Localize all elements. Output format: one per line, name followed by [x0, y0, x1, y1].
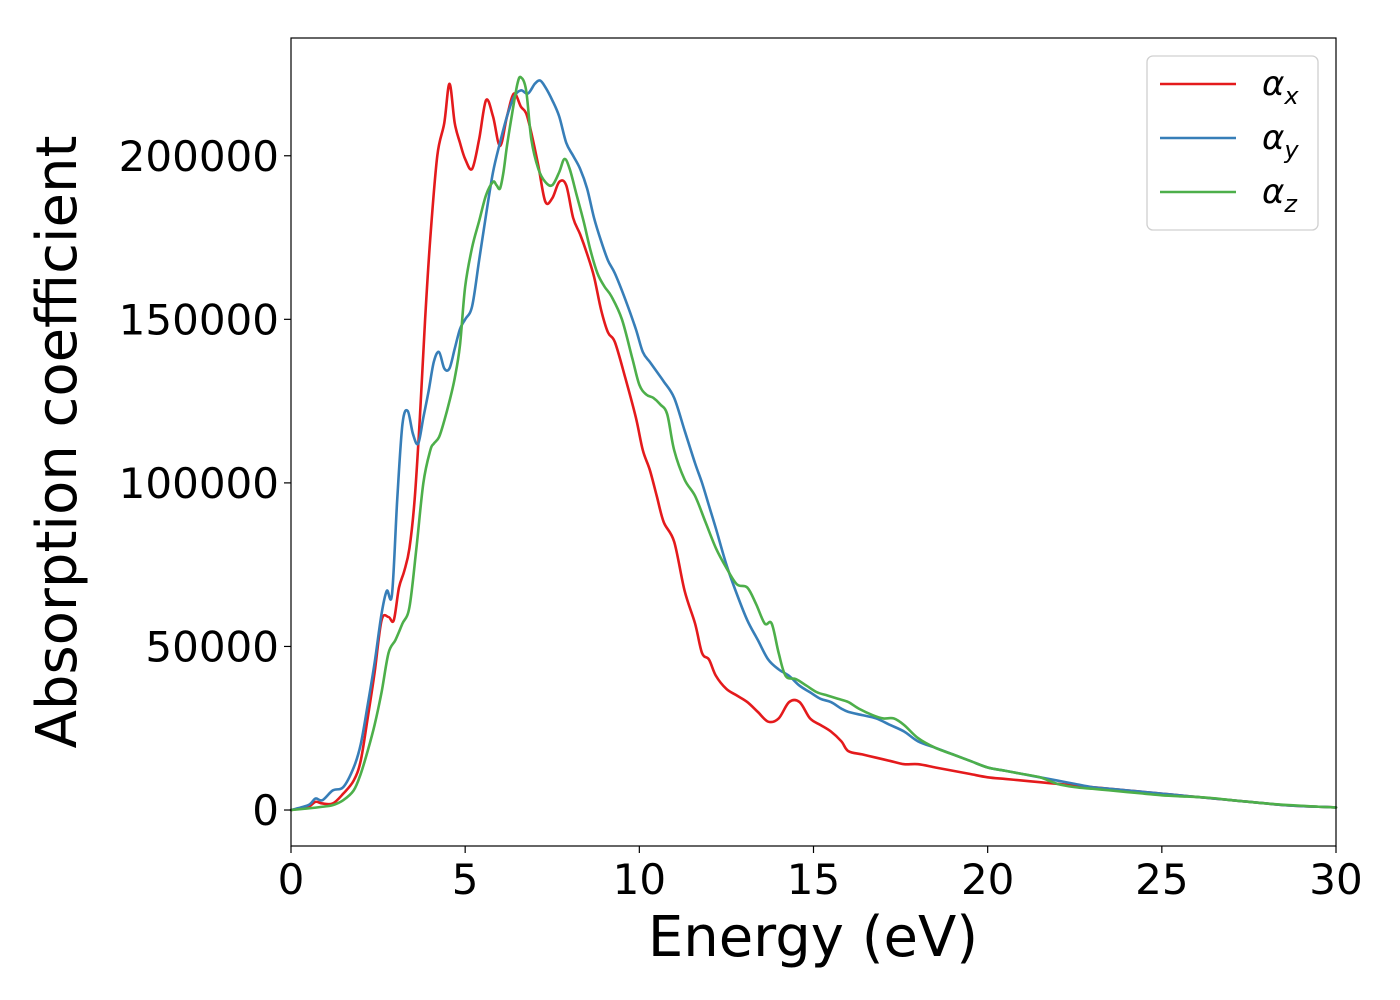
x-axis-label: Energy (eV) [648, 905, 978, 970]
legend-label-base: α [1262, 172, 1284, 212]
legend-label-subscript: x [1283, 82, 1299, 110]
y-axis-ticks: 0 50000 100000 150000 200000 [119, 132, 291, 835]
series-line-z [289, 75, 1338, 812]
y-tick-label: 0 [252, 786, 279, 835]
legend-label-x: αx [1262, 64, 1299, 110]
series-line-x [289, 82, 1338, 812]
x-tick-label: 20 [961, 855, 1014, 904]
x-tick-label: 10 [613, 855, 666, 904]
series-layer [289, 75, 1338, 812]
x-tick-label: 5 [452, 855, 479, 904]
x-tick-label: 30 [1309, 855, 1362, 904]
y-axis-label: Absorption coefficient [25, 136, 90, 749]
legend-label-y: αy [1262, 118, 1299, 164]
legend-label-base: α [1262, 64, 1284, 104]
x-tick-label: 15 [787, 855, 840, 904]
x-axis-ticks: 0 5 10 15 20 25 30 [278, 846, 1363, 904]
y-tick-label: 200000 [119, 132, 279, 181]
legend-label-subscript: y [1283, 136, 1299, 164]
y-tick-label: 50000 [145, 622, 279, 671]
legend-label-z: αz [1262, 172, 1298, 218]
legend-box [1146, 55, 1319, 231]
legend-label-subscript: z [1283, 190, 1298, 218]
y-tick-label: 150000 [119, 295, 279, 344]
x-tick-label: 25 [1135, 855, 1188, 904]
y-tick-label: 100000 [119, 459, 279, 508]
legend-label-base: α [1262, 118, 1284, 158]
x-tick-label: 0 [278, 855, 305, 904]
